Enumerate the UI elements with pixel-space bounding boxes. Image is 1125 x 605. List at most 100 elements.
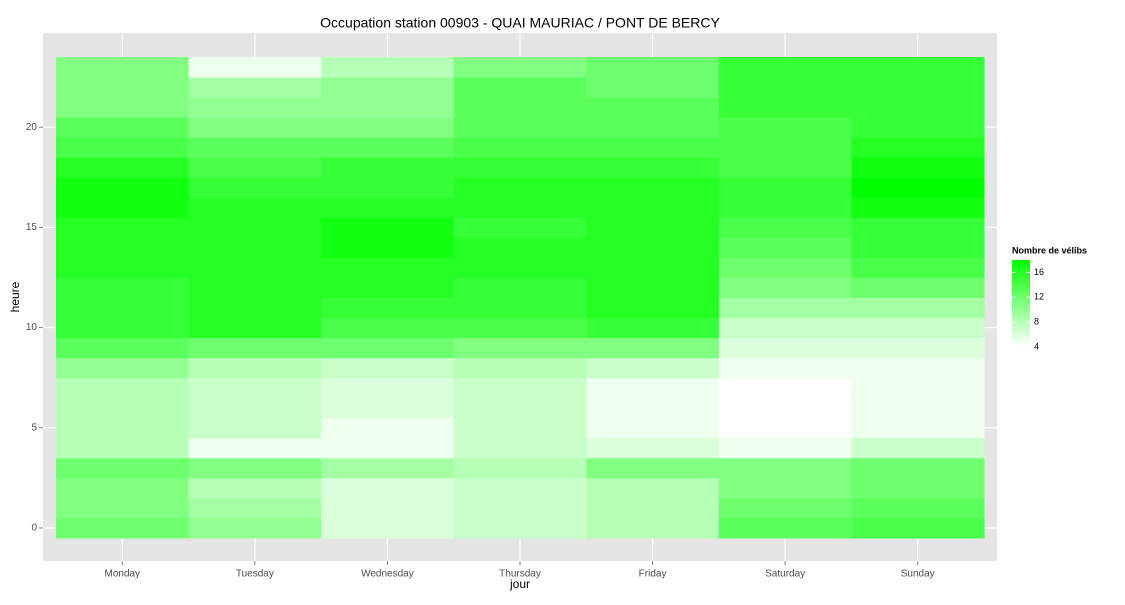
heat-cell (718, 137, 852, 158)
heat-cell (718, 457, 852, 479)
x-tick-label: Monday (104, 569, 140, 580)
heat-cell (188, 157, 322, 178)
heat-cell (56, 117, 190, 138)
heat-cell (321, 457, 455, 479)
heat-cell (453, 137, 587, 158)
heat-cell (851, 497, 985, 519)
heat-cell (188, 277, 322, 298)
heat-cell (321, 57, 455, 78)
heat-cell (188, 357, 322, 379)
heat-cell (851, 417, 985, 439)
heat-cell (851, 337, 985, 359)
heat-cell (188, 457, 322, 479)
heat-cell (586, 237, 720, 258)
heat-cell (56, 197, 190, 218)
heat-cell (718, 257, 852, 278)
heat-cell (851, 457, 985, 479)
heat-cell (718, 297, 852, 319)
heat-cell (56, 517, 190, 539)
colorbar-tick-label: 12 (1034, 292, 1044, 302)
heat-cell (56, 477, 190, 499)
x-tick-label: Sunday (901, 569, 935, 580)
heat-cell (586, 337, 720, 359)
heat-cell (851, 437, 985, 459)
heat-cell (188, 197, 322, 218)
heat-cell (453, 317, 587, 339)
heat-cell (188, 377, 322, 399)
heat-cell (453, 57, 587, 78)
heat-cell (188, 177, 322, 198)
heat-cell (453, 377, 587, 399)
colorbar-tick-label: 8 (1034, 317, 1039, 327)
heat-cell (586, 477, 720, 499)
heat-cell (718, 77, 852, 98)
heat-cell (453, 497, 587, 519)
heat-cell (851, 517, 985, 539)
heat-cell (188, 97, 322, 118)
x-tick-label: Tuesday (236, 569, 274, 580)
chart-title: Occupation station 00903 - QUAI MAURIAC … (320, 15, 720, 31)
heat-cell (718, 57, 852, 78)
heat-cell (586, 417, 720, 439)
x-tick-label: Wednesday (361, 569, 414, 580)
heat-cell (851, 357, 985, 379)
heat-cell (586, 497, 720, 519)
heat-cell (453, 277, 587, 298)
heat-cell (718, 237, 852, 258)
heat-cell (56, 317, 190, 339)
heat-cell (586, 437, 720, 459)
heat-cell (453, 457, 587, 479)
heat-cell (321, 117, 455, 138)
heat-cell (586, 517, 720, 539)
x-tick-label: Saturday (765, 569, 805, 580)
heat-cell (56, 337, 190, 359)
heat-cell (321, 297, 455, 319)
heat-cell (586, 297, 720, 319)
heat-cell (453, 237, 587, 258)
heat-cell (188, 57, 322, 78)
heat-cell (851, 177, 985, 198)
heat-cell (56, 217, 190, 238)
y-tick-label: 15 (26, 222, 38, 233)
heat-cell (586, 217, 720, 238)
heat-cell (56, 157, 190, 178)
heat-cell (453, 77, 587, 98)
heat-cell (851, 217, 985, 238)
heat-cell (851, 57, 985, 78)
heat-cell (56, 397, 190, 419)
legend-title: Nombre de vélibs (1012, 245, 1087, 255)
heat-cell (321, 277, 455, 298)
heat-cell (321, 177, 455, 198)
heat-cell (586, 197, 720, 218)
heat-cell (321, 497, 455, 519)
heat-cell (188, 497, 322, 519)
heat-cell (188, 397, 322, 419)
heat-cell (321, 437, 455, 459)
heat-cell (56, 377, 190, 399)
colorbar-tick-label: 4 (1034, 341, 1039, 351)
heat-cell (321, 357, 455, 379)
heat-cell (453, 257, 587, 278)
heat-cell (718, 217, 852, 238)
heat-cell (321, 517, 455, 539)
heat-cell (321, 157, 455, 178)
heat-cell (851, 477, 985, 499)
heat-cell (851, 77, 985, 98)
heat-cell (586, 457, 720, 479)
y-tick-label: 5 (31, 422, 37, 433)
heat-cell (586, 377, 720, 399)
heat-cell (188, 217, 322, 238)
heat-cell (453, 437, 587, 459)
heat-cell (718, 397, 852, 419)
heat-cell (453, 477, 587, 499)
heat-cell (718, 417, 852, 439)
heat-cell (56, 277, 190, 298)
heat-cell (321, 377, 455, 399)
heat-cell (56, 357, 190, 379)
heat-cell (321, 397, 455, 419)
heat-cell (453, 117, 587, 138)
heat-cell (453, 397, 587, 419)
heat-cell (188, 117, 322, 138)
heat-cell (321, 337, 455, 359)
